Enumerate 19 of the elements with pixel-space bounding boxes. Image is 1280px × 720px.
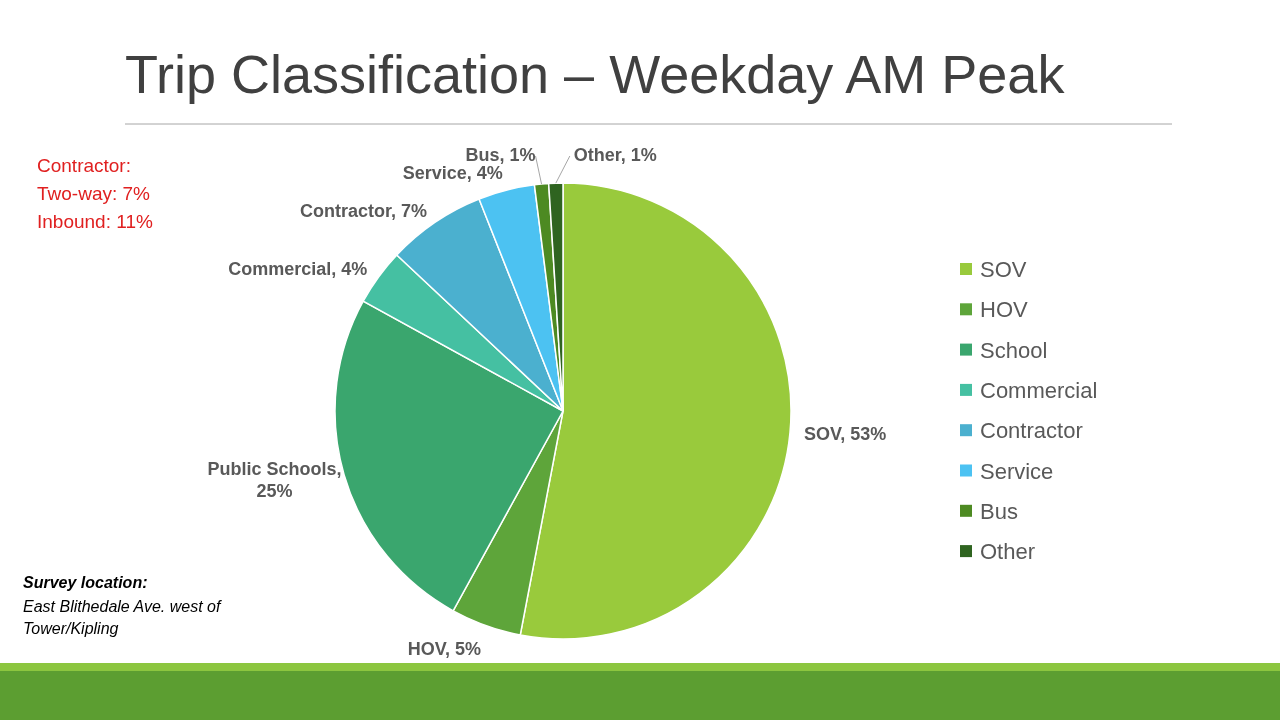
data-label: Contractor, 7% [299, 200, 427, 221]
data-label: HOV, 5% [407, 638, 482, 659]
legend-label: School [980, 337, 1048, 363]
legend-label: Bus [980, 498, 1018, 524]
data-label: Public Schools, 25% [207, 458, 342, 501]
data-label: Bus, 1% [465, 145, 536, 165]
legend-label: Contractor [980, 418, 1083, 444]
text: Contractor: Two-way: 7% Inbound: 11% [37, 155, 153, 232]
data-label: Commercial, 4% [228, 258, 368, 279]
legend-label: HOV [980, 297, 1028, 323]
text: East Blithedale Ave. west of Tower/Kipling [23, 598, 222, 637]
data-label: Other, 1% [573, 145, 657, 165]
data-label: SOV, 53% [803, 423, 887, 444]
chart-title: Trip Classification – Weekday AM Peak [125, 44, 1066, 104]
legend-label: Commercial [980, 377, 1098, 403]
legend-label: SOV [980, 257, 1027, 282]
legend-label: Service [980, 458, 1054, 484]
text: Survey location: [23, 574, 148, 591]
legend-label: Other [980, 539, 1036, 565]
